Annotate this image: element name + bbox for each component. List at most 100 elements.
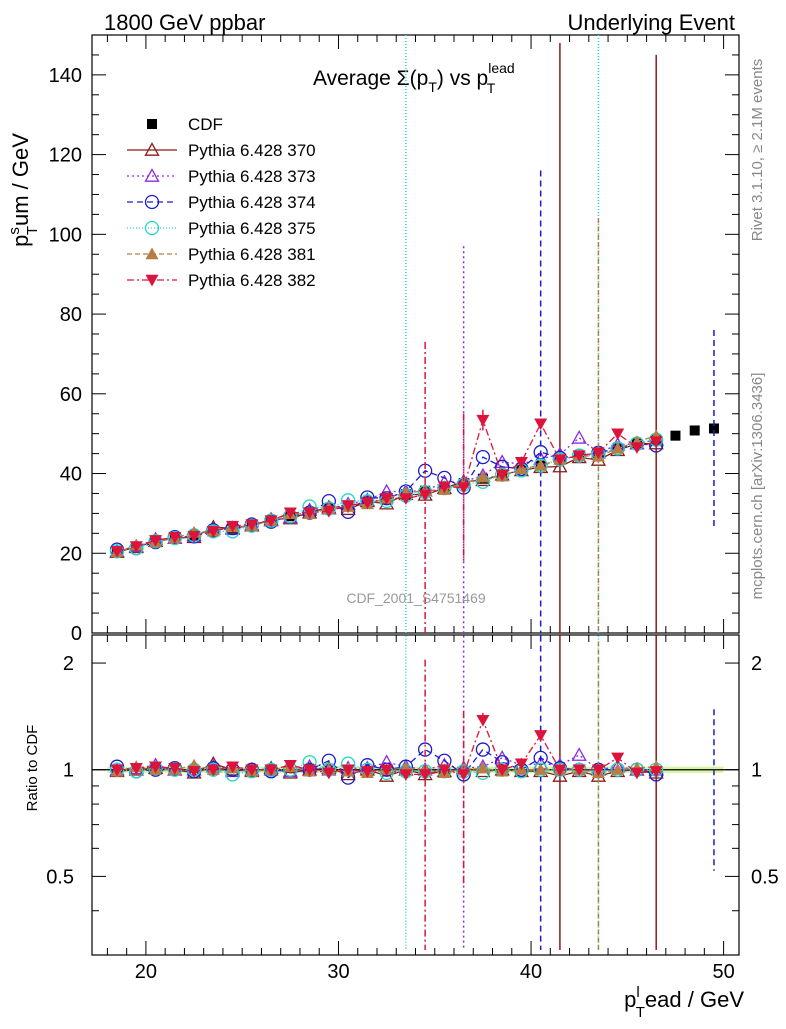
- legend-marker-p381: [145, 247, 159, 260]
- ratio-plot-marks: [109, 635, 715, 950]
- y-tick-label-ratio-right: 0.5: [751, 866, 779, 888]
- analysis-watermark: CDF_2001_S4751469: [346, 590, 486, 606]
- legend-marker-p382: [145, 274, 159, 287]
- p382-ratio-point: [149, 761, 163, 774]
- p382-point: [457, 482, 471, 495]
- legend-label-p375: Pythia 6.428 375: [188, 219, 316, 238]
- p382-point: [341, 500, 355, 512]
- p382-ratio-point: [534, 730, 548, 742]
- p382-ratio-point: [187, 766, 201, 778]
- p382-point: [110, 546, 124, 558]
- p382-point: [572, 450, 586, 463]
- p374-point: [475, 449, 491, 465]
- mcplots-label: mcplots.cern.ch [arXiv:1306.3436]: [749, 373, 766, 600]
- p382-ratio-point: [572, 764, 586, 777]
- header-right: Underlying Event: [567, 10, 735, 35]
- p382-ratio-point: [168, 762, 182, 775]
- p382-ratio-point: [630, 767, 644, 780]
- p382-point: [553, 454, 567, 467]
- p382-ratio-point: [476, 714, 490, 727]
- p382-point: [187, 531, 201, 543]
- legend-label-p382: Pythia 6.428 382: [188, 271, 316, 290]
- p382-ratio-point: [360, 766, 374, 778]
- p382-ratio-point: [264, 764, 278, 777]
- p382-point: [649, 436, 663, 449]
- cdf-data-point: [708, 423, 719, 434]
- y-tick-label-ratio: 2: [63, 653, 74, 675]
- x-axis-label: pl Tead / GeV: [624, 984, 744, 1021]
- p381-point: [611, 441, 625, 454]
- y-axis-label-main: psTum / GeV: [6, 133, 41, 247]
- legend-label-p373: Pythia 6.428 373: [188, 167, 316, 186]
- p382-point: [591, 447, 605, 460]
- p382-ratio-point: [514, 758, 528, 771]
- p382-ratio-point: [283, 759, 297, 772]
- p382-ratio-point: [418, 769, 432, 781]
- p382-ratio-point: [303, 764, 317, 777]
- p381-ratio-point: [476, 761, 490, 774]
- p373-point: [571, 430, 587, 444]
- p382-ratio-point: [457, 769, 471, 781]
- main-plot-marks: [109, 35, 719, 633]
- p370-ratio-point: [282, 764, 298, 779]
- p382-point: [630, 442, 644, 454]
- p382-point: [264, 515, 278, 528]
- p382-point: [534, 418, 548, 431]
- plot-title: Average Σ(pT) vs plead T: [313, 60, 515, 96]
- p382-ratio-point: [226, 761, 240, 774]
- p382-point: [303, 507, 317, 520]
- legend-label-p370: Pythia 6.428 370: [188, 141, 316, 160]
- p382-point: [226, 520, 240, 533]
- legend-label-p374: Pythia 6.428 374: [188, 193, 316, 212]
- p375-point: [148, 534, 163, 549]
- legend-marker-p375: [144, 220, 160, 236]
- p374-ratio-point: [475, 742, 491, 757]
- y-tick-label: 20: [60, 543, 82, 565]
- p382-point: [168, 531, 182, 544]
- y-tick-label: 40: [60, 464, 82, 486]
- p382-ratio-point: [380, 764, 394, 777]
- p382-point: [380, 493, 394, 505]
- p382-ratio-point: [129, 762, 143, 775]
- y-tick-label: 0: [71, 623, 82, 645]
- legend-marker-p373: [144, 168, 160, 182]
- x-tick-label: 20: [135, 961, 157, 983]
- p382-ratio-point: [322, 767, 336, 780]
- y-tick-label: 60: [60, 384, 82, 406]
- p382-ratio-point: [341, 764, 355, 777]
- p382-ratio-point: [110, 764, 124, 777]
- axis-ticks: 20 30 40 50 0 20 40 60 80 100 120 140 0.5 0.5 1 1 2 2: [46, 34, 779, 983]
- y-tick-label: 120: [49, 145, 82, 167]
- rivet-version-label: Rivet 3.1.10, ≥ 2.1M events: [749, 59, 766, 242]
- y-tick-label: 80: [60, 304, 82, 326]
- p382-point: [418, 489, 432, 502]
- legend: CDF Pythia 6.428 370 Pythia 6.428 373 Pythi…: [127, 115, 316, 290]
- x-tick-label: 50: [712, 961, 734, 983]
- p382-point: [476, 414, 490, 427]
- p382-point: [322, 505, 336, 518]
- y-tick-label-ratio: 0.5: [46, 866, 74, 888]
- p382-ratio-point: [553, 764, 567, 777]
- p382-ratio-point: [437, 764, 451, 777]
- x-tick-label: 40: [520, 961, 542, 983]
- p382-ratio-point: [591, 764, 605, 777]
- p381-point: [534, 459, 548, 471]
- cdf-data-point: [670, 430, 681, 441]
- legend-label-cdf: CDF: [188, 115, 223, 134]
- p382-ratio-point: [206, 764, 220, 777]
- x-tick-label: 30: [327, 961, 349, 983]
- y-tick-label: 100: [49, 224, 82, 246]
- header-left: 1800 GeV ppbar: [104, 10, 265, 35]
- legend-marker-p374: [144, 194, 160, 210]
- p382-ratio-point: [245, 764, 259, 777]
- y-axis-label-ratio: Ratio to CDF: [24, 725, 41, 812]
- p381-ratio-point: [534, 763, 548, 775]
- p382-ratio-point: [399, 769, 413, 781]
- p382-point: [437, 481, 451, 494]
- p373-ratio-point: [571, 747, 587, 761]
- y-tick-label-ratio: 1: [63, 760, 74, 782]
- p381-point: [476, 470, 490, 483]
- y-tick-label-ratio-right: 2: [751, 653, 762, 675]
- p382-point: [495, 469, 509, 482]
